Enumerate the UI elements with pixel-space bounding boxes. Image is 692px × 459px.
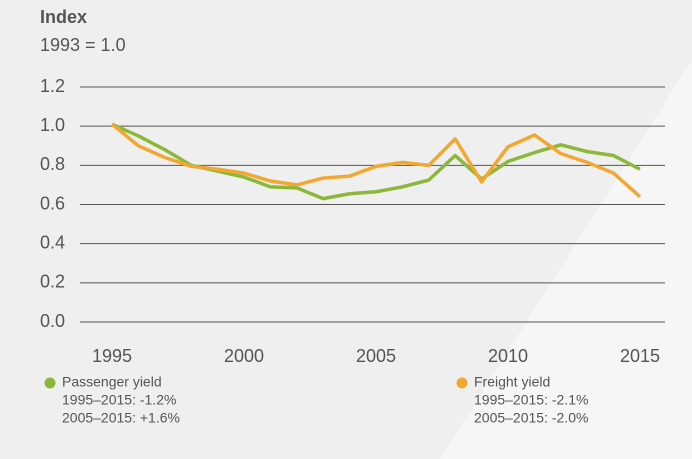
- background-shade: [440, 60, 692, 459]
- series-line: [110, 122, 642, 198]
- y-tick-label: 0.6: [40, 193, 65, 213]
- legend-marker: [44, 377, 56, 389]
- legend-detail: 1995–2015: -1.2%: [62, 392, 176, 408]
- y-tick-label: 0.0: [40, 311, 65, 331]
- y-tick-label: 0.4: [40, 232, 65, 252]
- legend-label: Passenger yield: [62, 374, 162, 390]
- legend-detail: 2005–2015: -2.0%: [474, 410, 588, 426]
- chart-title: Index: [40, 7, 87, 27]
- x-tick-label: 1995: [92, 346, 132, 366]
- chart-subtitle: 1993 = 1.0: [40, 35, 126, 55]
- legend-detail: 1995–2015: -2.1%: [474, 392, 588, 408]
- y-tick-label: 0.8: [40, 154, 65, 174]
- x-tick-label: 2005: [356, 346, 396, 366]
- x-tick-label: 2015: [620, 346, 660, 366]
- y-tick-label: 0.2: [40, 272, 65, 292]
- x-tick-label: 2010: [488, 346, 528, 366]
- legend-marker: [456, 377, 468, 389]
- legend-label: Freight yield: [474, 374, 550, 390]
- legend-detail: 2005–2015: +1.6%: [62, 410, 180, 426]
- x-tick-label: 2000: [224, 346, 264, 366]
- y-tick-label: 1.2: [40, 76, 65, 96]
- y-tick-label: 1.0: [40, 115, 65, 135]
